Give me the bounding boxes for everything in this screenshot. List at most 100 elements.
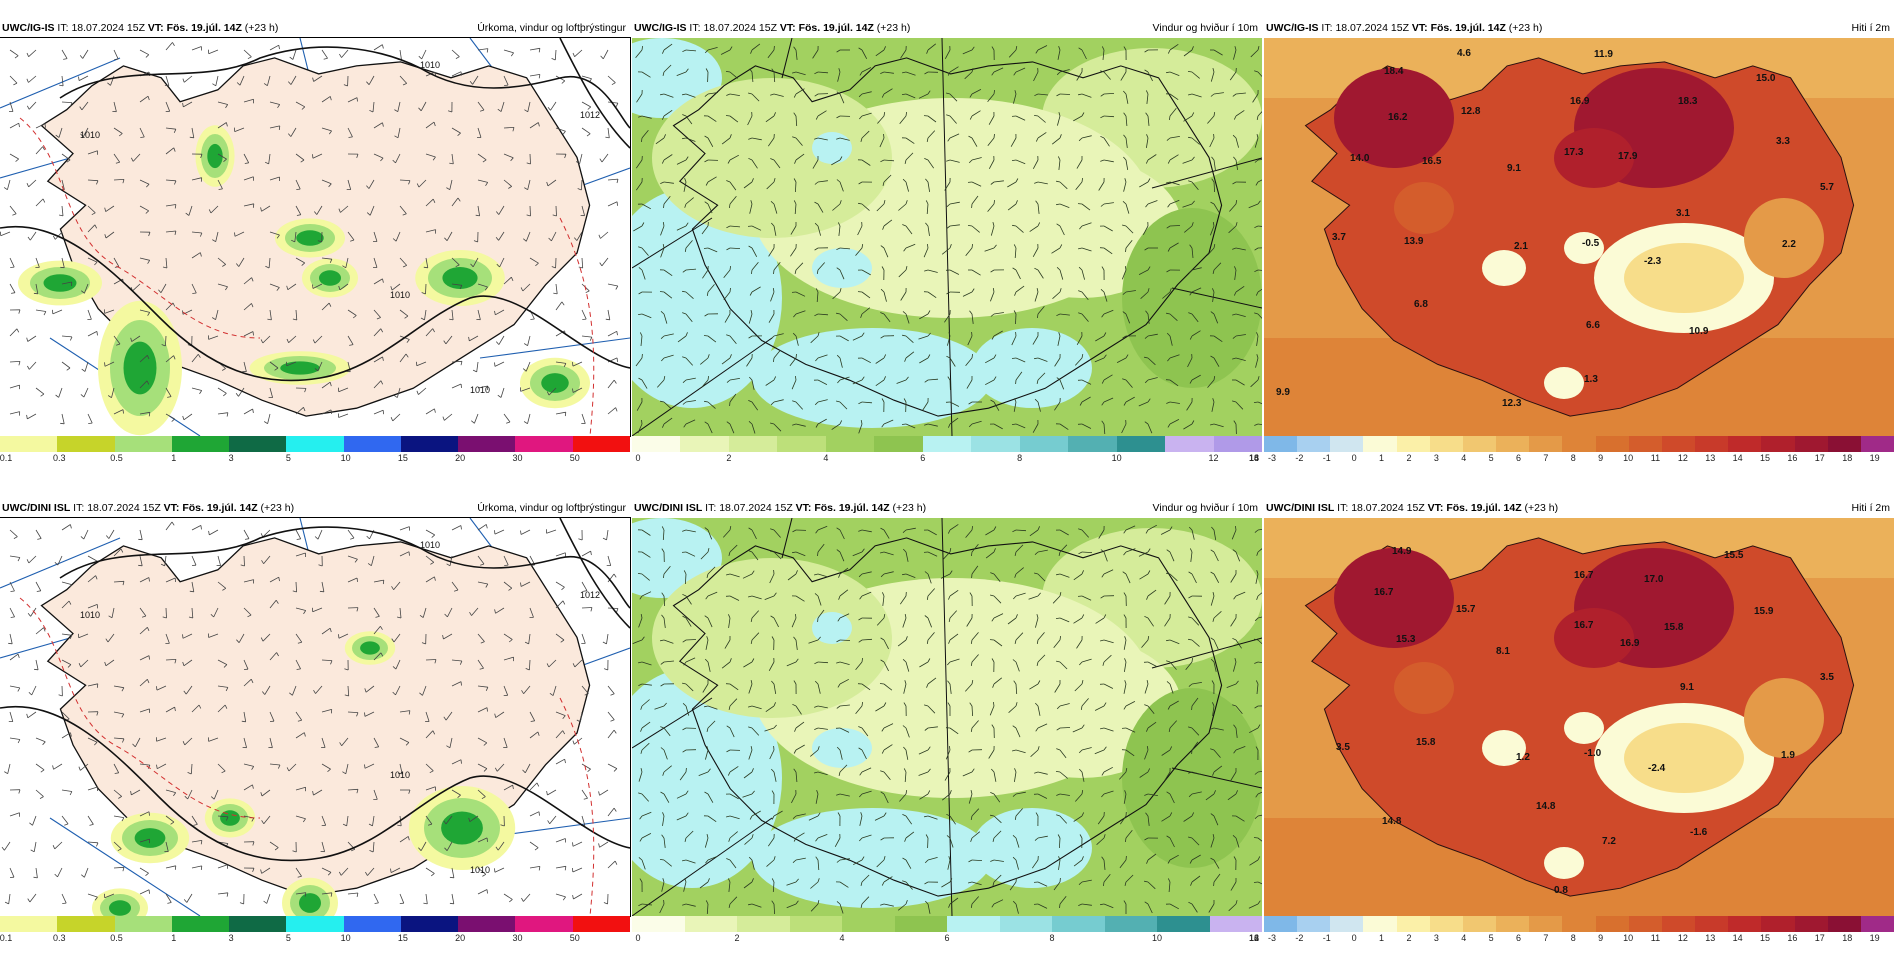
map-panel-temp: UWC/IG-IS IT: 18.07.2024 15Z VT: Fös. 19… xyxy=(1264,18,1894,488)
colorbar-swatch xyxy=(0,916,58,932)
temperature-label: 15.8 xyxy=(1416,737,1436,748)
colorbar-swatch xyxy=(458,916,516,932)
colorbar-tick-label: 8 xyxy=(1570,453,1576,463)
colorbar: -3 -2 -1 0 1 2 3 4 5 6 7 8 9 10 11 12 13 14 15 16 17 18 19 xyxy=(1264,436,1894,466)
colorbar-swatch xyxy=(894,916,947,932)
valid-time-label: VT: xyxy=(1411,22,1428,34)
map-svg: 14.9 15.5 16.7 16.7 17.0 15.7 15.8 15.9 16.7 15.3… xyxy=(1264,518,1894,916)
temperature-label: 17.9 xyxy=(1618,151,1638,162)
temperature-label: 4.6 xyxy=(1457,48,1471,59)
map-panel-temp: UWC/DINI ISL IT: 18.07.2024 15Z VT: Fös.… xyxy=(1264,498,1894,968)
lead-time: (+23 h) xyxy=(1508,22,1543,34)
colorbar-swatch xyxy=(1827,436,1861,452)
temperature-label: 7.2 xyxy=(1602,836,1616,847)
colorbar-tick-label: 14 xyxy=(1248,453,1260,463)
temperature-label: 8.1 xyxy=(1496,646,1510,657)
colorbar-tick-label: 5 xyxy=(1488,453,1494,463)
temperature-label: 9.9 xyxy=(1276,387,1290,398)
init-time: 18.07.2024 15Z xyxy=(1335,22,1409,34)
colorbar-swatch xyxy=(1496,916,1530,932)
model-name: UWC/DINI ISL xyxy=(634,502,703,514)
temperature-label: 14.9 xyxy=(1392,546,1412,557)
temperature-label: 3.3 xyxy=(1776,136,1790,147)
lead-time: (+23 h) xyxy=(892,502,927,514)
colorbar-swatch xyxy=(1827,916,1861,932)
temperature-label: 3.5 xyxy=(1820,672,1834,683)
colorbar-swatch xyxy=(1595,436,1629,452)
colorbar-tick-label: 1 xyxy=(171,453,177,463)
colorbar-tick-label: 2 xyxy=(726,453,732,463)
temperature-label: -2.3 xyxy=(1644,256,1662,267)
colorbar-tick-label: 11 xyxy=(1650,933,1661,943)
colorbar-tick-label: 11 xyxy=(1650,453,1661,463)
temperature-label: -1.0 xyxy=(1584,748,1602,759)
temperature-label: 12.3 xyxy=(1502,398,1522,409)
colorbar-tick-label: 4 xyxy=(839,933,845,943)
isobar-label: 1010 xyxy=(80,610,100,620)
colorbar-swatch xyxy=(343,436,401,452)
colorbar-swatch xyxy=(1794,916,1828,932)
init-time-label: IT: xyxy=(1321,22,1333,34)
colorbar-swatch xyxy=(57,916,115,932)
model-name: UWC/DINI ISL xyxy=(1266,502,1335,514)
valid-time-label: VT: xyxy=(779,22,796,34)
valid-time-label: VT: xyxy=(147,22,164,34)
colorbar-swatch xyxy=(229,916,287,932)
colorbar-swatch xyxy=(515,916,573,932)
colorbar-swatch xyxy=(114,436,172,452)
colorbar-tick-label: -3 xyxy=(1267,453,1277,463)
colorbar-swatch xyxy=(680,436,729,452)
colorbar-tick-label: 3 xyxy=(1433,933,1439,943)
model-name: UWC/IG-IS xyxy=(2,22,55,34)
init-time-label: IT: xyxy=(57,22,69,34)
colorbar-tick-label: -1 xyxy=(1322,933,1331,943)
init-time: 18.07.2024 15Z xyxy=(87,502,161,514)
temperature-label: 2.1 xyxy=(1514,241,1528,252)
colorbar-tick-label: 2 xyxy=(1406,453,1412,463)
valid-time: Fös. 19.júl. 14Z xyxy=(1430,22,1506,34)
colorbar-swatch xyxy=(947,916,1000,932)
temperature-label: 18.4 xyxy=(1384,66,1404,77)
temperature-isolines xyxy=(19,597,595,916)
colorbar-swatch xyxy=(286,436,344,452)
colorbar-tick-label: 10 xyxy=(1111,453,1122,463)
colorbar-swatch xyxy=(1019,436,1069,452)
colorbar-swatch xyxy=(1116,436,1166,452)
colorbar-tick-label: 3 xyxy=(228,453,234,463)
colorbar-tick-label: 10 xyxy=(1623,933,1634,943)
colorbar-swatch xyxy=(684,916,737,932)
wind-barbs xyxy=(1,521,619,905)
colorbar-tick-label: 2 xyxy=(734,933,740,943)
temperature-isolines xyxy=(19,117,595,436)
precip-blobs xyxy=(18,125,590,436)
init-time-label: IT: xyxy=(1337,502,1349,514)
colorbar-swatch xyxy=(1728,916,1762,932)
colorbar-tick-label: 10 xyxy=(340,453,351,463)
colorbar-tick-label: 16 xyxy=(1787,453,1798,463)
colorbar-tick-label: 6 xyxy=(920,453,926,463)
iceland-outline xyxy=(672,537,1223,897)
temperature-label: 18.3 xyxy=(1678,96,1698,107)
temperature-label: 2.2 xyxy=(1782,239,1796,250)
colorbar-swatch xyxy=(1661,916,1696,932)
colorbar-tick-label: 0.1 xyxy=(0,933,13,943)
colorbar-swatch xyxy=(1695,916,1729,932)
colorbar-tick-label: 1 xyxy=(171,933,177,943)
panel-title: Hiti í 2m xyxy=(1851,502,1890,514)
colorbar-tick-label: 30 xyxy=(512,453,523,463)
init-time-label: IT: xyxy=(689,22,701,34)
lead-time: (+23 h) xyxy=(260,502,295,514)
isobar-label: 1010 xyxy=(470,385,490,395)
colorbar-tick-label: 14 xyxy=(1732,933,1743,943)
colorbar-tick-label: 13 xyxy=(1705,453,1716,463)
colorbar-tick-label: 10 xyxy=(1151,933,1163,943)
colorbar-tick-label: 50 xyxy=(569,453,580,463)
colorbar-tick-label: 4 xyxy=(1461,933,1467,943)
colorbar-swatch xyxy=(572,916,630,932)
colorbar-tick-label: 12 xyxy=(1677,933,1688,943)
colorbar-swatch xyxy=(1562,916,1596,932)
colorbar-swatch xyxy=(1628,916,1662,932)
colorbar-tick-label: 16 xyxy=(1248,933,1260,943)
map-area xyxy=(632,38,1262,436)
temperature-label: 14.0 xyxy=(1350,153,1370,164)
